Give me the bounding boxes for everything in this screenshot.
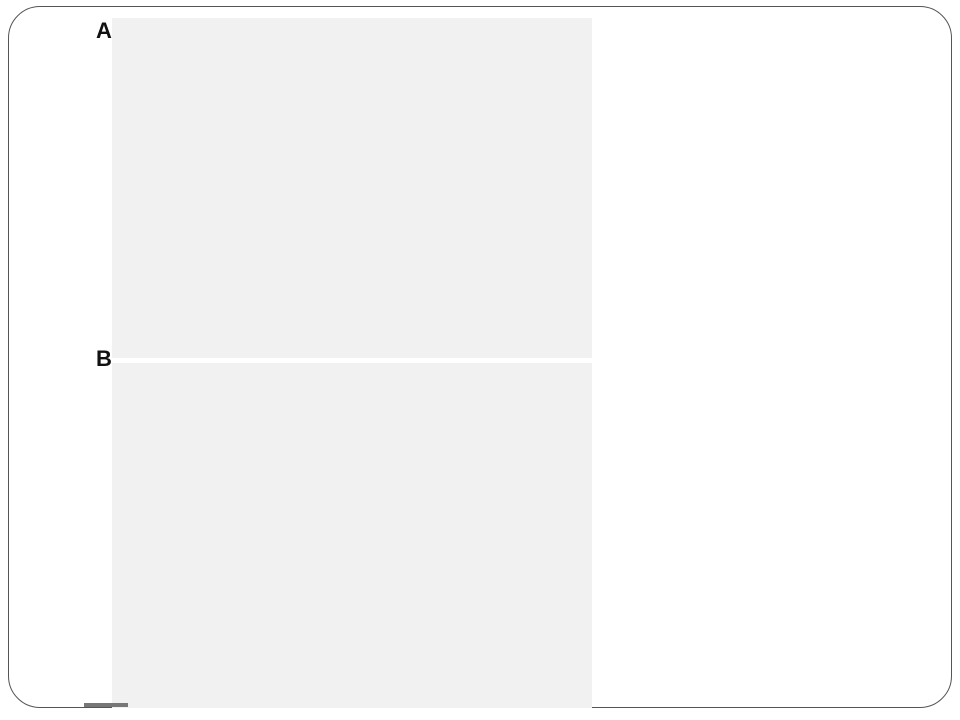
- figure: A304050607080901003456789pHRelative acti…: [92, 18, 592, 708]
- slide-bottom-accent: [84, 703, 128, 707]
- panel-b-background: [112, 363, 592, 708]
- panel-label: B: [96, 346, 112, 371]
- panel-a-background: [112, 18, 592, 358]
- panel-label: A: [96, 18, 112, 43]
